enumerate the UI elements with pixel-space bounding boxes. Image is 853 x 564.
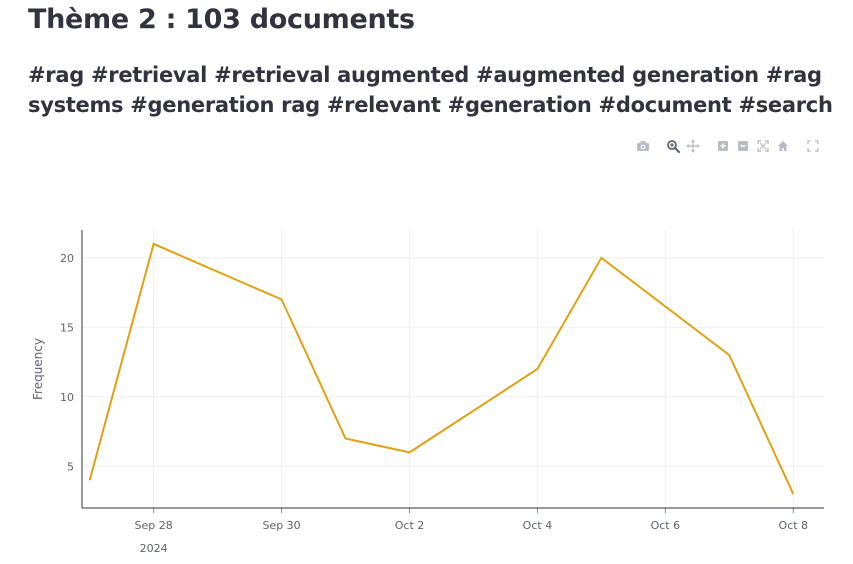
x-tick-label: Sep 30	[262, 519, 300, 532]
data-point[interactable]: Sep 28: 21	[149, 239, 159, 249]
data-point[interactable]: Sep 30: 17	[277, 295, 287, 305]
modebar-group-view	[803, 138, 823, 154]
data-point[interactable]: Oct 4: 12	[532, 364, 542, 374]
series-layer: Sep 27: 4 Sep 28: 21 Sep 30: 17 Oct 1: 7 Oct…	[85, 239, 798, 499]
home-icon	[778, 141, 788, 151]
y-axis-title: Frequency	[31, 338, 45, 400]
pan-button[interactable]	[683, 138, 703, 154]
zoom-in-button[interactable]	[713, 138, 733, 154]
autoscale-button[interactable]	[753, 138, 773, 154]
zoom-in-icon	[718, 141, 728, 151]
y-tick-label: 5	[67, 460, 74, 473]
chart-modebar	[623, 138, 823, 154]
data-point[interactable]: Oct 2: 6	[405, 447, 415, 457]
page-title: Thème 2 : 103 documents	[28, 4, 415, 35]
x-tick-year-label: 2024	[140, 542, 168, 555]
y-tick-labels: 5 10 15 20	[60, 252, 74, 474]
zoom-out-button[interactable]	[733, 138, 753, 154]
camera-icon	[637, 141, 649, 151]
reset-axes-button[interactable]	[773, 138, 793, 154]
modebar-group-zoom	[713, 138, 793, 154]
y-tick-label: 10	[60, 391, 74, 404]
y-gridlines	[82, 257, 824, 467]
fullscreen-button[interactable]	[803, 138, 823, 154]
x-tick-labels: Sep 28 Sep 30 Oct 2 Oct 4 Oct 6 Oct 8	[135, 519, 809, 532]
zoom-button[interactable]	[663, 138, 683, 154]
data-point[interactable]: Oct 5: 20	[596, 253, 606, 263]
autoscale-icon	[757, 140, 769, 152]
axes	[81, 230, 824, 513]
x-tick-label: Oct 2	[395, 519, 425, 532]
modebar-group-export	[633, 138, 653, 154]
x-tick-label: Oct 6	[651, 519, 681, 532]
pan-icon	[686, 139, 700, 153]
download-plot-button[interactable]	[633, 138, 653, 154]
fullscreen-icon	[807, 140, 819, 152]
theme-keywords: #rag #retrieval #retrieval augmented #au…	[28, 63, 833, 117]
x-tick-label: Oct 4	[523, 519, 553, 532]
series-line[interactable]	[88, 242, 795, 495]
data-point[interactable]: Oct 1: 7	[341, 434, 351, 444]
data-point[interactable]: Oct 7: 13	[724, 350, 734, 360]
zoom-out-icon	[738, 141, 748, 151]
x-tick-label: Sep 28	[135, 519, 173, 532]
data-point[interactable]: Oct 8: 3	[788, 489, 798, 499]
x-tick-label: Oct 8	[779, 519, 809, 532]
zoom-icon	[667, 140, 680, 153]
y-tick-label: 15	[60, 321, 74, 334]
y-tick-label: 20	[60, 252, 74, 265]
data-point[interactable]: Sep 27: 4	[85, 475, 95, 485]
modebar-group-drag	[663, 138, 703, 154]
